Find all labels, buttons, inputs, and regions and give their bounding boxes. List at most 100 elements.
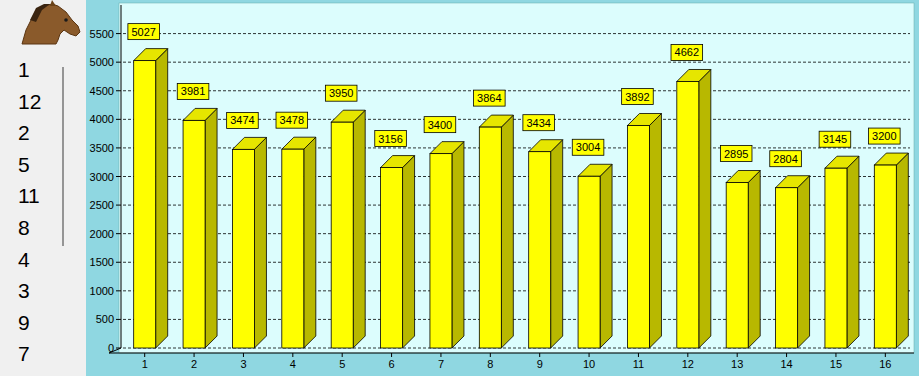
bar-front [331,122,353,348]
bar [627,114,661,348]
y-tick [116,62,121,63]
data-label-box [276,112,308,128]
sidebar-bg [0,0,86,376]
y-tick [116,205,121,206]
bar-top [825,156,859,168]
bar-front [479,127,501,348]
ranking-item: 5 [18,153,30,176]
bar-front [874,165,896,348]
x-tick-label: 16 [879,358,891,370]
ranking-item: 12 [18,90,41,113]
bar-front [381,168,403,348]
bar-side [748,171,760,348]
bar-top [776,176,810,188]
data-label-box [177,83,209,99]
bar-front [134,61,156,348]
bar-top [232,137,266,149]
bar-top [529,140,563,152]
y-tick [116,319,121,320]
bar [726,171,760,348]
x-tick-label: 7 [438,358,444,370]
data-label: 3004 [576,141,600,153]
data-label: 4662 [675,46,699,58]
horse-ear [50,0,56,6]
y-tick-label: 4000 [90,113,114,125]
x-axis [109,353,914,354]
bar-side [501,115,513,348]
x-tick-label: 4 [290,358,296,370]
bar-side [156,49,168,348]
bar [677,69,711,348]
bar-side [896,153,908,348]
x-tick-label: 15 [830,358,842,370]
bar-top [331,110,365,122]
bar-top [726,171,760,183]
data-label: 3156 [378,133,402,145]
bar [232,137,266,348]
bar [183,108,217,348]
bar [479,115,513,348]
y-tick-label: 2500 [90,199,114,211]
ranking-item: 8 [18,216,30,239]
bar-side [551,140,563,348]
axis-floor [109,348,121,353]
bar-top [677,69,711,81]
data-label: 2895 [724,148,748,160]
ranking-item: 2 [18,121,30,144]
ranking-item: 9 [18,311,30,334]
bar [874,153,908,348]
data-label: 3434 [526,117,550,129]
bar [331,110,365,348]
bar-top [282,137,316,149]
grid-line [123,33,910,34]
x-tick [440,353,441,357]
data-label: 3478 [280,114,304,126]
divider [62,67,64,246]
ranking-item: 4 [18,248,30,271]
x-tick [391,353,392,357]
x-tick-label: 11 [633,358,644,370]
y-tick-label: 3500 [90,142,114,154]
x-tick [194,353,195,357]
x-tick-label: 3 [240,358,246,370]
grid-line [123,62,910,63]
data-label-box [572,139,604,155]
bar-side [403,156,415,348]
chart-bg [86,0,919,376]
x-tick-label: 12 [682,358,694,370]
bar-side [847,156,859,348]
data-label-box [523,115,555,131]
x-tick [292,353,293,357]
data-label-box [869,128,901,144]
y-tick-label: 2000 [90,228,114,240]
bar-front [677,81,699,348]
bar [134,49,168,348]
data-label-box [819,131,851,147]
bar [825,156,859,348]
x-tick [885,353,886,357]
data-label: 3892 [625,91,649,103]
bar-side [798,176,810,348]
bar [578,164,612,348]
x-tick [737,353,738,357]
ranking-item: 1 [18,58,30,81]
x-tick-label: 6 [389,358,395,370]
x-tick-label: 13 [731,358,743,370]
x-tick-label: 9 [537,358,543,370]
bar-side [304,137,316,348]
bar [381,156,415,348]
bar-side [205,108,217,348]
y-tick-label: 4500 [90,85,114,97]
bar-side [649,114,661,348]
x-tick [342,353,343,357]
data-label: 3864 [477,92,501,104]
bar-front [232,149,254,348]
bar [776,176,810,348]
bar-top [430,142,464,154]
data-label-box [474,90,506,106]
data-label: 3950 [329,87,353,99]
bar-front [726,183,748,348]
x-tick [638,353,639,357]
y-tick [116,147,121,148]
x-tick [539,353,540,357]
